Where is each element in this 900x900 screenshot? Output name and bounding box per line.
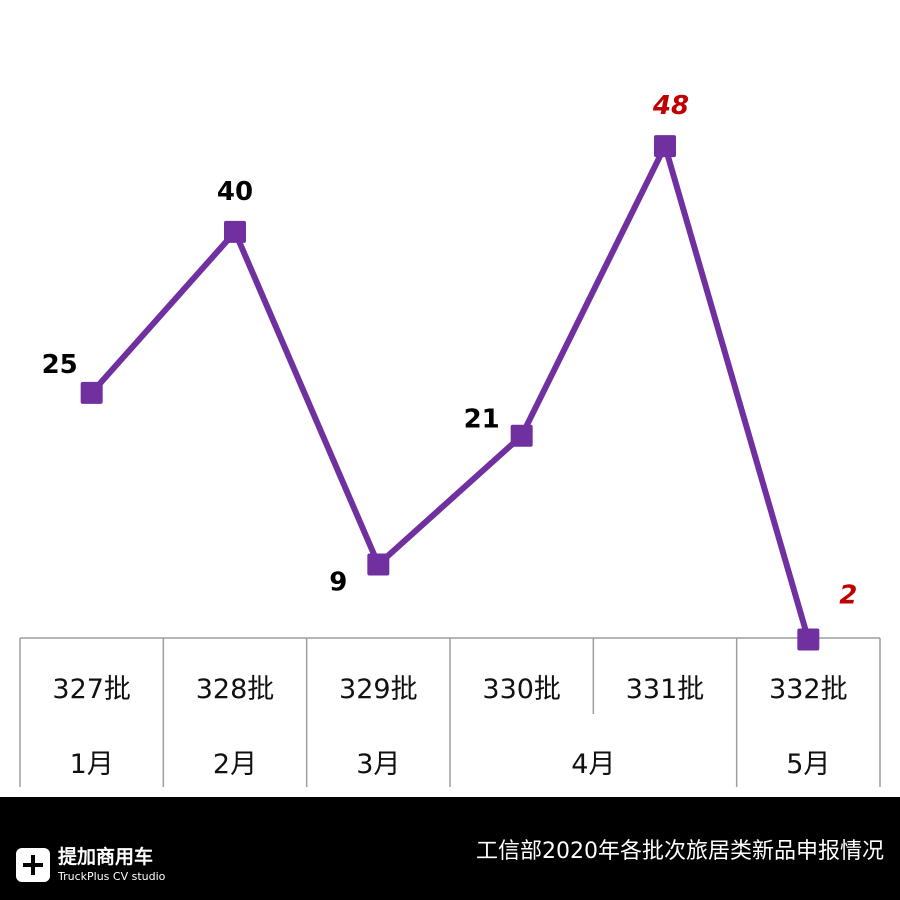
month-label: 3月 [356,749,400,780]
logo-english-text: TruckPlus CV studio [58,870,166,883]
data-point-marker [224,220,246,243]
data-point-marker [367,553,390,576]
month-label: 1月 [70,749,114,780]
batch-label: 328批 [196,674,275,705]
data-point-marker [80,381,103,404]
data-value-label: 40 [217,177,253,207]
batch-label: 327批 [52,674,131,705]
batch-label: 329批 [339,674,418,705]
data-value-label: 21 [464,405,500,435]
series-line [89,143,812,641]
truckplus-logo-icon [16,848,50,882]
footer-title: 工信部2020年各批次旅居类新品申报情况 [476,839,884,864]
month-label: 4月 [571,749,615,780]
data-value-label: 9 [329,567,347,597]
data-point-marker [510,424,533,447]
footer-bar: 提加商用车 TruckPlus CV studio 工信部2020年各批次旅居类… [0,797,900,900]
batch-label: 332批 [769,674,848,705]
line-chart: 327批 328批 329批 330批 331批 332批 1月 2月 3月 4月 5月 25 40 9 2… [19,91,881,787]
logo-chinese-text: 提加商用车 [58,846,154,868]
batch-label: 330批 [482,674,561,705]
month-label: 5月 [786,749,830,780]
batch-label: 331批 [626,674,705,705]
data-point-marker [654,135,676,158]
data-value-label: 2 [839,581,857,611]
data-value-label: 25 [42,350,78,380]
brand-logo: 提加商用车 TruckPlus CV studio [16,845,165,885]
data-value-label: 48 [652,91,689,121]
data-point-marker [797,628,820,651]
month-label: 2月 [213,749,257,780]
